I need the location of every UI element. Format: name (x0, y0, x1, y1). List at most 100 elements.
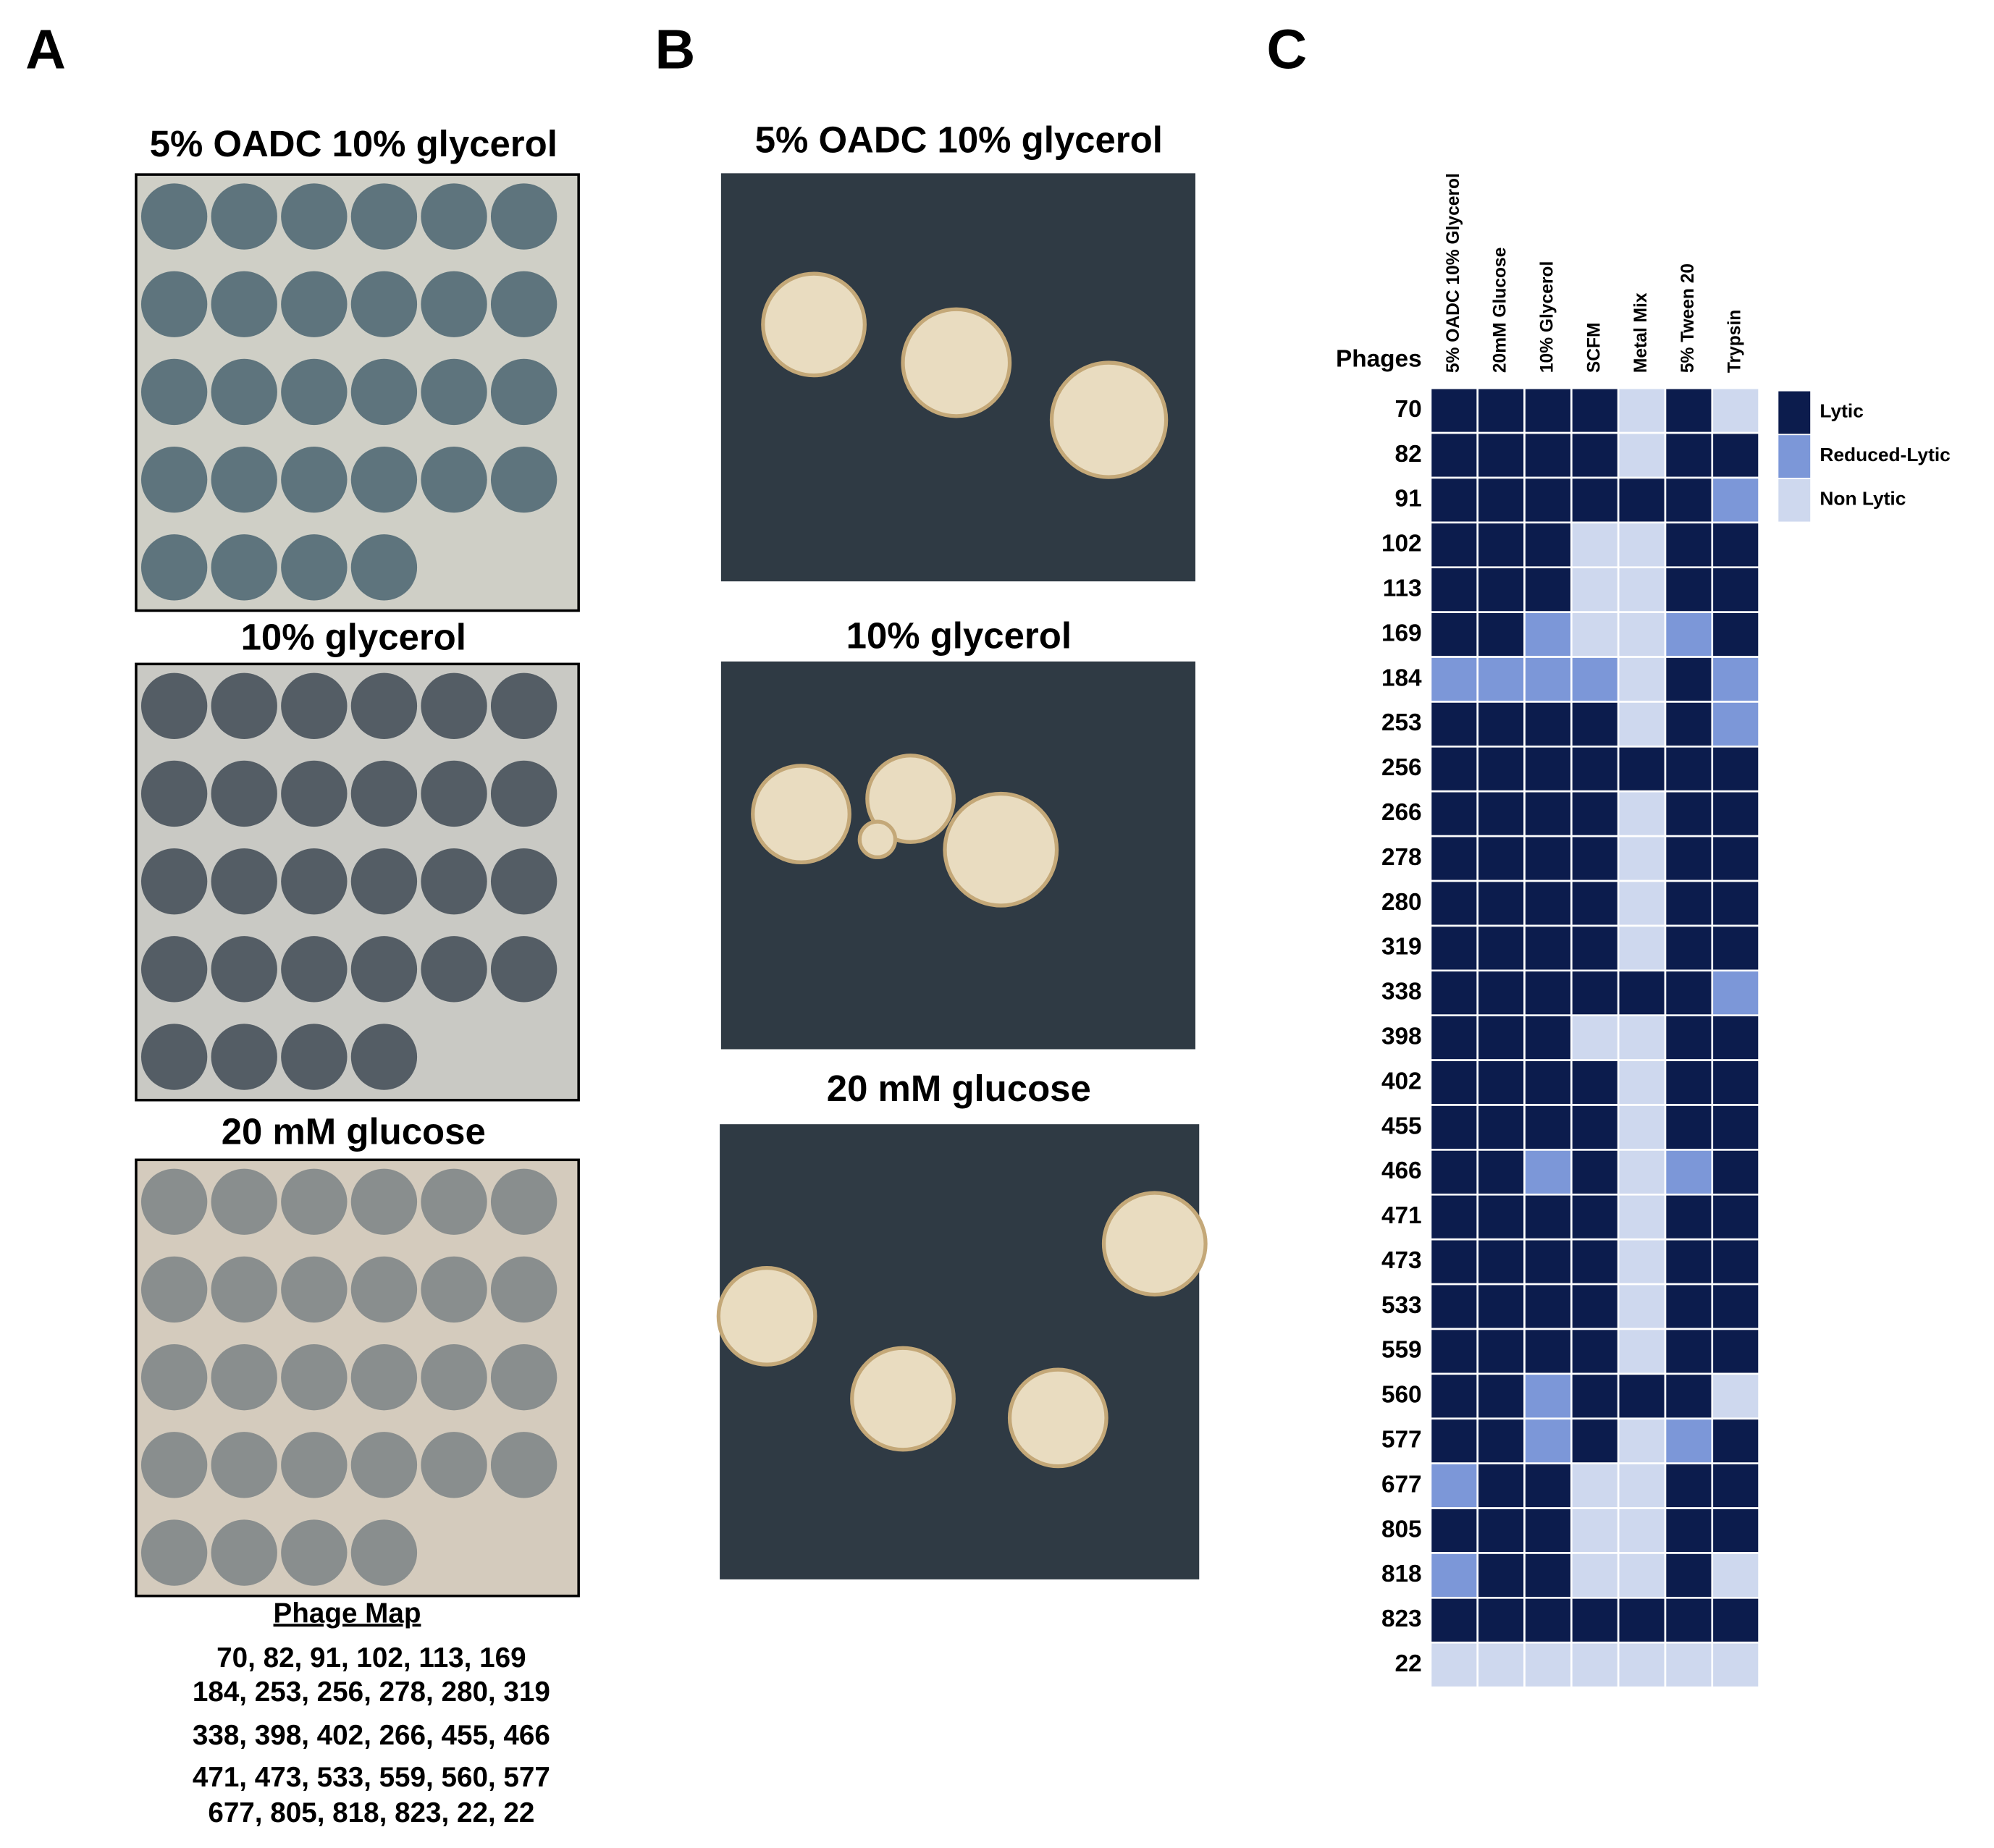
row-label: 169 (1381, 620, 1422, 646)
colony (943, 791, 1059, 908)
heatmap-cell (1429, 1193, 1479, 1241)
heatmap-cell (1664, 790, 1714, 837)
heatmap-cell (1617, 656, 1667, 703)
heatmap-cell (1664, 701, 1714, 748)
panel-letter: A (25, 19, 66, 81)
heatmap-cell (1711, 1641, 1760, 1689)
heatmap-cell (1711, 969, 1760, 1017)
heatmap-cell (1429, 879, 1479, 927)
row-label: 577 (1381, 1427, 1422, 1453)
row-label: 266 (1381, 799, 1422, 826)
plaque (350, 1432, 418, 1498)
heatmap-cell (1523, 1238, 1573, 1286)
column-label: 20mM Glucose (1491, 248, 1510, 373)
row-label: 113 (1383, 575, 1422, 602)
heatmap-cell (1664, 1238, 1714, 1286)
plaque (211, 534, 277, 601)
heatmap-cell (1429, 746, 1479, 793)
heatmap-cell (1617, 1328, 1667, 1375)
heatmap-cell (1523, 701, 1573, 748)
heatmap-cell (1570, 1059, 1620, 1106)
heatmap-cell (1476, 656, 1526, 703)
heatmap-cell (1429, 656, 1479, 703)
heatmap-cell (1523, 431, 1573, 479)
heatmap-cell (1570, 969, 1620, 1017)
heatmap-cell (1476, 835, 1526, 882)
heatmap-cell (1523, 1372, 1573, 1420)
heatmap-cell (1570, 1372, 1620, 1420)
plaque (281, 1519, 348, 1586)
heatmap-cell (1570, 1597, 1620, 1644)
plaque (350, 1256, 418, 1323)
heatmap-cell (1570, 1104, 1620, 1151)
heatmap-cell (1711, 1193, 1760, 1241)
heatmap-cell (1664, 1193, 1714, 1241)
heatmap-cell (1711, 924, 1760, 972)
heatmap-cell (1711, 521, 1760, 569)
heatmap-cell (1570, 431, 1620, 479)
row-label: 184 (1381, 664, 1422, 691)
plaque (281, 183, 348, 250)
heatmap-cell (1523, 656, 1573, 703)
heatmap-cell (1664, 1014, 1714, 1061)
column-label: SCFM (1584, 322, 1604, 373)
plaque (140, 446, 208, 513)
plaque (281, 534, 348, 601)
plaque (211, 446, 277, 513)
plaque (281, 936, 348, 1003)
heatmap-cell (1476, 1462, 1526, 1509)
heatmap-cell (1664, 1507, 1714, 1554)
heatmap-cell (1523, 924, 1573, 972)
heatmap-cell (1476, 924, 1526, 972)
heatmap-cell (1476, 969, 1526, 1017)
row-label: 280 (1381, 889, 1422, 916)
heatmap-cell (1429, 1552, 1479, 1599)
plaque (140, 1432, 208, 1498)
plaque (211, 848, 277, 915)
plaque (140, 1024, 208, 1090)
heatmap-cell (1523, 969, 1573, 1017)
plaque (421, 1168, 487, 1235)
row-label: 560 (1381, 1382, 1422, 1409)
heatmap-cell (1711, 879, 1760, 927)
colony (1049, 360, 1169, 479)
plaque (211, 760, 277, 827)
heatmap-cell (1429, 1462, 1479, 1509)
heatmap-cell (1711, 1238, 1760, 1286)
legend-label: Lytic (1820, 400, 1863, 422)
plaque (350, 1024, 418, 1090)
heatmap-cell (1664, 969, 1714, 1017)
plaque (211, 271, 277, 337)
heatmap-cell (1711, 1417, 1760, 1464)
plaque (350, 271, 418, 337)
heatmap-cell (1523, 1104, 1573, 1151)
heatmap-cell (1476, 566, 1526, 613)
heatmap-cell (1664, 879, 1714, 927)
heatmap-cell (1711, 746, 1760, 793)
heatmap-cell (1429, 1417, 1479, 1464)
heatmap-cell (1429, 1149, 1479, 1196)
heatmap-cell (1664, 521, 1714, 569)
plaque (140, 1168, 208, 1235)
plaque (211, 672, 277, 739)
plaque (350, 183, 418, 250)
plaque (350, 1519, 418, 1586)
heatmap-cell (1476, 1059, 1526, 1106)
heatmap-cell (1429, 790, 1479, 837)
plaque (490, 936, 558, 1003)
heatmap-cell (1570, 1193, 1620, 1241)
heatmap-cell (1570, 566, 1620, 613)
map-line: 338, 398, 402, 266, 455, 466 (193, 1720, 550, 1751)
colony (761, 271, 867, 378)
heatmap-cell (1711, 790, 1760, 837)
heatmap-cell (1476, 1193, 1526, 1241)
row-label: 70 (1395, 396, 1422, 423)
plaque (281, 1432, 348, 1498)
heatmap-cell (1617, 1149, 1667, 1196)
heatmap-cell (1476, 1372, 1526, 1420)
plaque (421, 1256, 487, 1323)
heatmap-cell (1664, 1059, 1714, 1106)
heatmap-cell (1570, 835, 1620, 882)
heatmap-cell (1570, 1238, 1620, 1286)
